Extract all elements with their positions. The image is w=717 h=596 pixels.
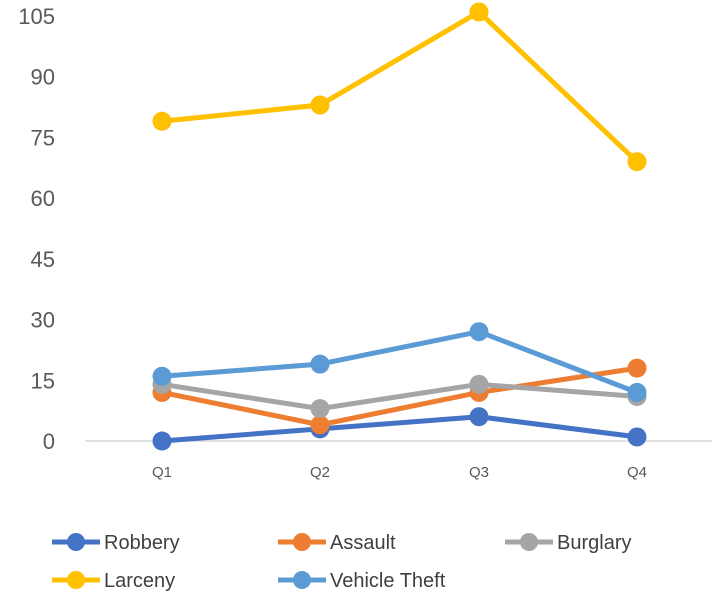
legend-swatch-marker bbox=[520, 533, 538, 551]
legend-swatch-marker bbox=[293, 533, 311, 551]
x-tick-label: Q1 bbox=[152, 464, 172, 481]
data-point bbox=[310, 399, 330, 419]
data-point bbox=[469, 374, 489, 394]
legend-item: Vehicle Theft bbox=[278, 570, 446, 592]
legend-swatch-marker bbox=[293, 571, 311, 589]
series-line bbox=[159, 329, 640, 395]
data-point bbox=[469, 2, 489, 22]
y-tick-label: 75 bbox=[31, 125, 55, 150]
data-point bbox=[152, 431, 172, 451]
x-tick-label: Q4 bbox=[627, 464, 647, 481]
data-point bbox=[152, 366, 172, 386]
y-tick-label: 15 bbox=[31, 368, 55, 393]
legend-item: Burglary bbox=[505, 532, 631, 554]
y-axis-ticks: 0 15 30 45 60 75 90 105 bbox=[18, 4, 55, 454]
series-layer bbox=[152, 2, 647, 451]
y-tick-label: 90 bbox=[31, 65, 55, 90]
x-axis-ticks: Q1 Q2 Q3 Q4 bbox=[152, 464, 647, 481]
data-point bbox=[310, 95, 330, 115]
legend-label: Assault bbox=[330, 532, 396, 554]
legend-item: Larceny bbox=[52, 570, 175, 592]
data-point bbox=[152, 111, 172, 131]
x-tick-label: Q3 bbox=[469, 464, 489, 481]
data-point bbox=[310, 415, 330, 435]
series-line bbox=[159, 365, 640, 428]
legend-swatch-marker bbox=[67, 571, 85, 589]
y-tick-label: 0 bbox=[43, 429, 55, 454]
x-tick-label: Q2 bbox=[310, 464, 330, 481]
series-larceny bbox=[152, 2, 647, 172]
data-point bbox=[627, 427, 647, 447]
y-tick-label: 60 bbox=[31, 186, 55, 211]
y-tick-label: 45 bbox=[31, 247, 55, 272]
legend-label: Vehicle Theft bbox=[330, 570, 446, 592]
data-point bbox=[469, 322, 489, 342]
data-point bbox=[627, 152, 647, 172]
series-line bbox=[159, 414, 640, 444]
data-point bbox=[469, 407, 489, 427]
legend-label: Robbery bbox=[104, 532, 180, 554]
legend-label: Larceny bbox=[104, 570, 175, 592]
legend-label: Burglary bbox=[557, 532, 631, 554]
legend: Robbery Assault Burglary Larceny Vehicle The… bbox=[52, 532, 631, 592]
legend-item: Assault bbox=[278, 532, 396, 554]
series-line bbox=[159, 9, 640, 165]
data-point bbox=[310, 354, 330, 374]
legend-swatch-marker bbox=[67, 533, 85, 551]
legend-item: Robbery bbox=[52, 532, 180, 554]
y-tick-label: 30 bbox=[31, 308, 55, 333]
series-robbery bbox=[152, 407, 647, 451]
data-point bbox=[627, 382, 647, 402]
series-burglary bbox=[152, 374, 647, 419]
data-point bbox=[627, 358, 647, 378]
series-vehicle-theft bbox=[152, 322, 647, 402]
series-line bbox=[159, 381, 640, 412]
y-tick-label: 105 bbox=[18, 4, 55, 29]
